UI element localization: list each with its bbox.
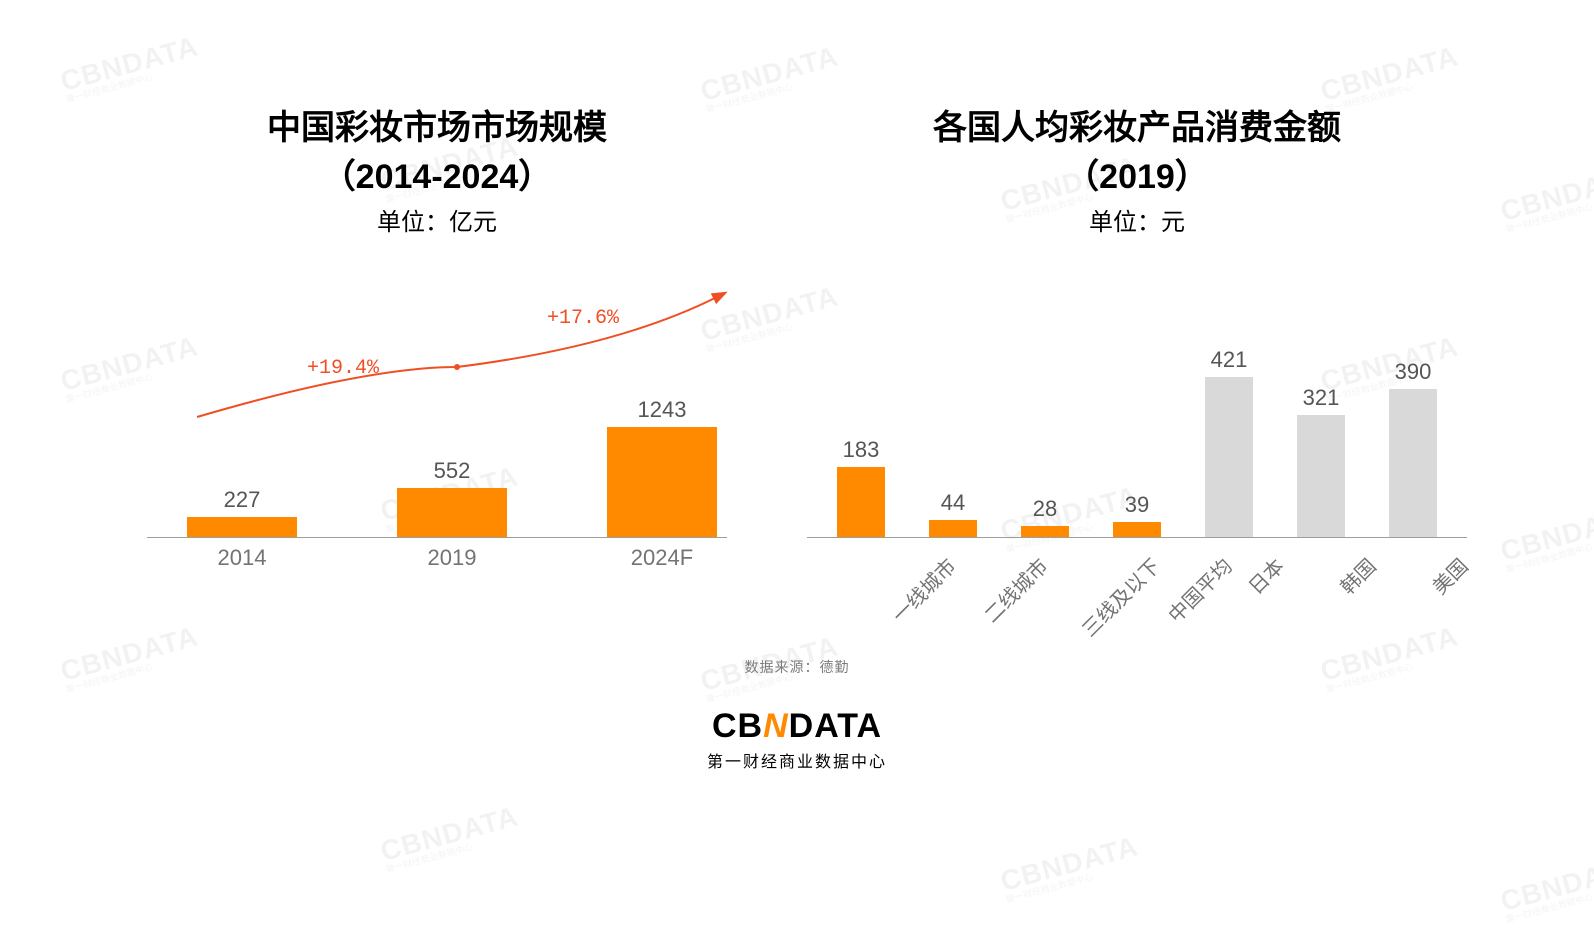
right-title-line1: 各国人均彩妆产品消费金额 — [797, 100, 1477, 149]
right-bar — [837, 467, 885, 537]
right-x-label: 三线及以下 — [1074, 551, 1165, 642]
right-chart-area: 183一线城市44二线城市28三线及以下39中国平均421日本321韩国390美… — [797, 297, 1477, 597]
growth-label: +17.6% — [547, 307, 619, 330]
logo-pre: CB — [712, 707, 763, 745]
logo-sub: 第一财经商业数据中心 — [0, 748, 1594, 772]
right-value-label: 39 — [1098, 492, 1176, 518]
logo-block: CBNDATA 第一财经商业数据中心 — [0, 707, 1594, 772]
right-title-block: 各国人均彩妆产品消费金额 （2019） 单位：元 — [797, 100, 1477, 237]
left-chart-area: 2272014552201912432024F+19.4%+17.6% — [117, 297, 757, 557]
right-subtitle: 单位：元 — [797, 202, 1477, 237]
trend-arrow — [117, 297, 757, 557]
right-x-label: 韩国 — [1333, 551, 1382, 600]
right-x-label: 日本 — [1241, 551, 1290, 600]
right-x-label: 一线城市 — [884, 551, 961, 628]
right-value-label: 28 — [1006, 496, 1084, 522]
right-value-label: 44 — [914, 490, 992, 516]
watermark: CBNDATA第一财经商业数据中心 — [1498, 852, 1594, 924]
right-axis-line — [807, 537, 1467, 538]
right-x-label: 中国平均 — [1160, 551, 1237, 628]
right-value-label: 183 — [822, 437, 900, 463]
watermark: CBNDATA第一财经商业数据中心 — [998, 832, 1144, 904]
right-value-label: 421 — [1190, 347, 1268, 373]
right-x-label: 美国 — [1425, 551, 1474, 600]
left-title-line2: （2014-2024） — [117, 149, 757, 198]
right-bar — [1389, 389, 1437, 537]
right-chart-panel: 各国人均彩妆产品消费金额 （2019） 单位：元 183一线城市44二线城市28… — [797, 100, 1477, 597]
charts-row: 中国彩妆市场市场规模 （2014-2024） 单位：亿元 22720145522… — [0, 0, 1594, 597]
right-value-label: 390 — [1374, 359, 1452, 385]
data-source-label: 数据来源：德勤 — [0, 657, 1594, 677]
right-bar — [1021, 526, 1069, 537]
right-value-label: 321 — [1282, 385, 1360, 411]
right-title-line2: （2019） — [797, 149, 1477, 198]
left-title-block: 中国彩妆市场市场规模 （2014-2024） 单位：亿元 — [117, 100, 757, 237]
left-chart-panel: 中国彩妆市场市场规模 （2014-2024） 单位：亿元 22720145522… — [117, 100, 757, 597]
right-bar — [929, 520, 977, 537]
watermark: CBNDATA第一财经商业数据中心 — [378, 802, 524, 874]
logo-main: CBNDATA — [712, 707, 882, 746]
page: CBNDATA第一财经商业数据中心CBNDATA第一财经商业数据中心CBNDAT… — [0, 0, 1594, 937]
left-title-line1: 中国彩妆市场市场规模 — [117, 100, 757, 149]
logo-accent: N — [763, 707, 789, 745]
right-bar — [1113, 522, 1161, 537]
right-bar — [1297, 415, 1345, 537]
growth-label: +19.4% — [307, 357, 379, 380]
right-x-label: 二线城市 — [976, 551, 1053, 628]
right-bar — [1205, 377, 1253, 537]
left-subtitle: 单位：亿元 — [117, 202, 757, 237]
logo-post: DATA — [789, 707, 882, 745]
